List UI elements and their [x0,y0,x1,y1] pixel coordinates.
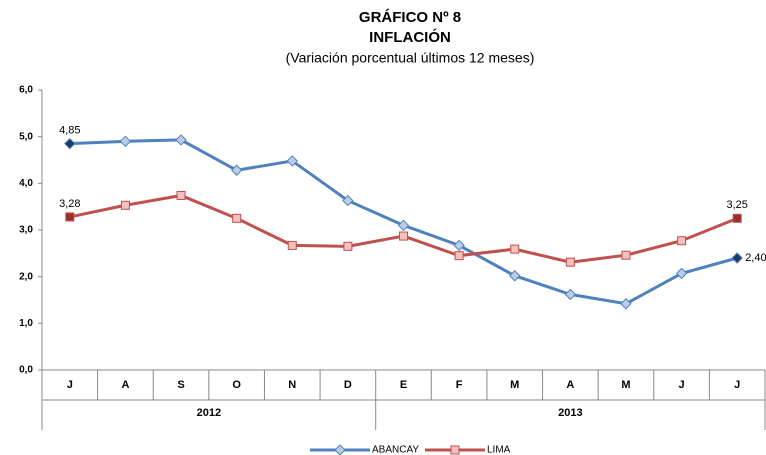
x-tick-label: F [456,379,463,391]
point [286,155,298,167]
point [731,252,743,264]
x-tick-label: E [400,379,407,391]
x-tick-label: A [566,379,574,391]
x-tick-label: A [121,379,129,391]
point [230,164,243,176]
legend-label: ABANCAY [372,445,419,455]
x-tick-label: D [344,379,352,391]
y-tick-label: 6,0 [19,85,33,96]
chart-subtitle: (Variación porcentual últimos 12 meses) [286,50,535,66]
group-label: 2012 [197,407,221,419]
point [509,270,521,282]
y-tick-label: 2,0 [19,271,33,282]
data-label: 4,85 [59,125,80,137]
y-tick-label: 4,0 [19,178,33,189]
point [343,241,353,251]
point [677,236,687,246]
point [175,134,187,146]
x-tick-label: M [621,379,630,391]
point [176,190,186,200]
point [119,135,132,148]
x-tick-label: J [734,379,740,391]
y-tick-label: 0,0 [19,365,33,376]
point [287,240,297,250]
x-tick-label: M [510,379,519,391]
x-tick-label: J [679,379,685,391]
point [120,200,130,210]
y-tick-label: 5,0 [19,131,33,142]
group-label: 2013 [558,407,582,419]
point [620,298,632,310]
data-label: 2,40 [745,252,766,264]
point [342,194,354,207]
point [732,213,742,223]
x-tick-label: O [232,379,241,391]
point [454,251,464,261]
x-tick-label: N [288,379,296,391]
point [675,267,688,280]
x-tick-label: S [177,379,184,391]
legend-marker [334,444,346,455]
point [565,257,575,267]
data-label: 3,28 [59,198,80,210]
data-label: 3,25 [726,199,747,211]
point [510,244,520,254]
legend-marker [450,445,460,455]
x-tick-label: J [67,379,73,391]
point [64,137,76,150]
point [232,213,242,223]
point [399,231,408,241]
y-tick-label: 3,0 [19,225,33,236]
point [564,288,577,301]
legend-label: LIMA [487,445,511,455]
point [397,219,410,232]
point [621,250,631,260]
point [65,212,75,222]
chart-title: GRÁFICO Nº 8 [359,9,461,26]
y-tick-label: 1,0 [19,318,33,329]
chart-title: INFLACIÓN [369,28,451,46]
point [453,239,465,252]
